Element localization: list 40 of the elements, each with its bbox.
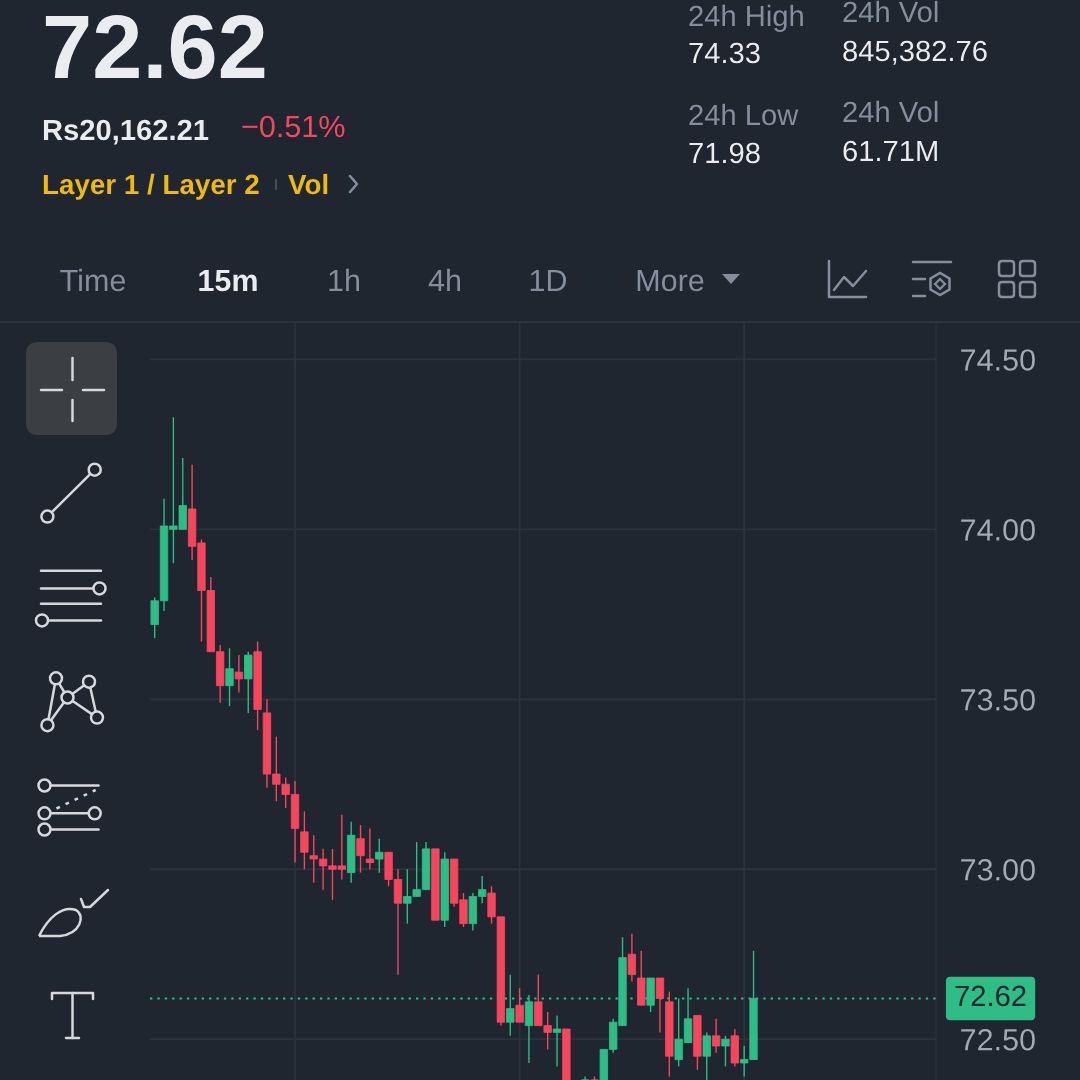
text: 24h High bbox=[689, 4, 803, 33]
text: 61.71M bbox=[843, 140, 937, 162]
y-tick-label: 72.50 bbox=[961, 1028, 1035, 1051]
candlestick bbox=[515, 987, 524, 1023]
candlestick bbox=[580, 1075, 590, 1080]
text: Vol bbox=[288, 173, 328, 195]
candlestick bbox=[552, 1014, 562, 1068]
text: 24h Vol bbox=[843, 0, 938, 23]
candlestick bbox=[702, 1031, 711, 1080]
text: 15m bbox=[199, 269, 257, 292]
text: 71.98 bbox=[689, 142, 760, 164]
text: More bbox=[637, 269, 704, 292]
text: 24h Vol bbox=[843, 100, 938, 123]
text: Layer 1 / Layer 2 bbox=[43, 173, 259, 200]
candlestick bbox=[225, 647, 234, 707]
candlestick bbox=[375, 837, 384, 874]
candlestick bbox=[300, 810, 309, 870]
y-tick-label: 74.00 bbox=[961, 519, 1035, 541]
chart-title: 72.62 bbox=[45, 14, 265, 79]
text: Time bbox=[60, 268, 126, 292]
candlestick bbox=[711, 1018, 721, 1054]
candlestick bbox=[365, 827, 375, 870]
candlestick bbox=[234, 654, 244, 694]
candlestick bbox=[627, 933, 637, 983]
text: Rs20,162.21 bbox=[43, 119, 209, 145]
candlestick bbox=[356, 824, 365, 874]
y-tick-label: 73.00 bbox=[961, 858, 1035, 881]
candlestick bbox=[655, 977, 665, 1034]
y-tick-label: 73.50 bbox=[961, 689, 1035, 711]
candlestick bbox=[721, 1035, 730, 1068]
ref-line-label: 72.62 bbox=[955, 985, 1026, 1007]
text: 74.33 bbox=[689, 42, 760, 64]
text: 24h Low bbox=[689, 103, 799, 126]
text: 845,382.76 bbox=[843, 40, 987, 65]
candlestick bbox=[244, 651, 253, 714]
text: 4h bbox=[428, 268, 461, 291]
text: −0.51% bbox=[242, 115, 345, 138]
text: 1D bbox=[530, 269, 567, 291]
y-tick-label: 74.50 bbox=[961, 349, 1035, 371]
text: 1h bbox=[329, 268, 360, 291]
